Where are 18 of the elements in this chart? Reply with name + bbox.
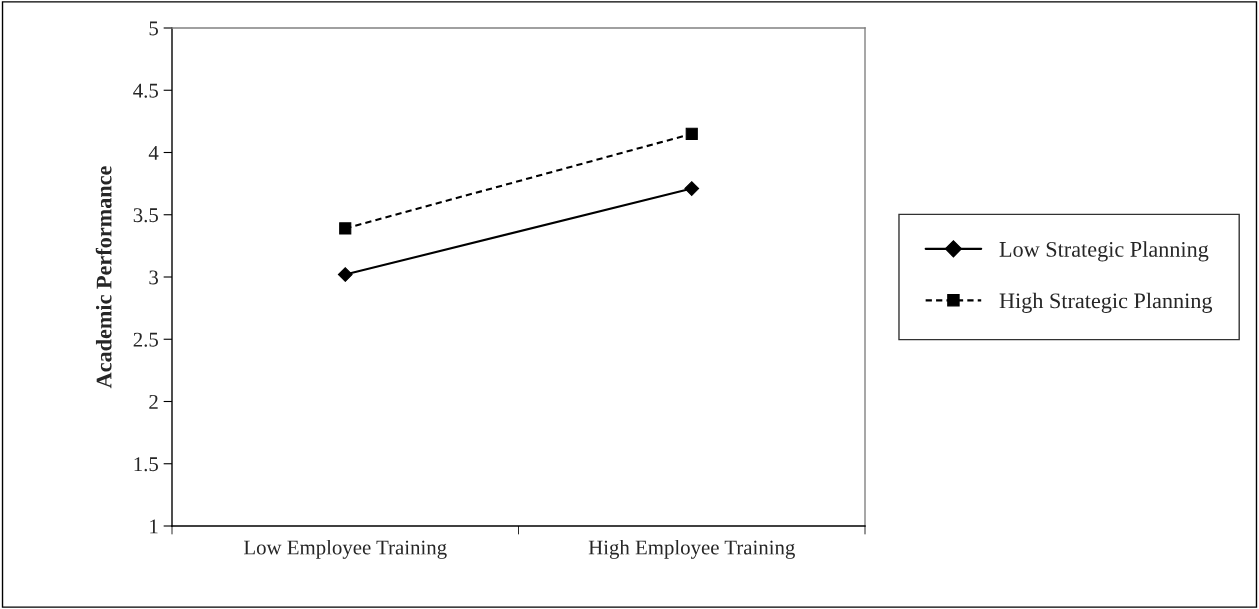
y-tick-label: 1.5 [134, 457, 158, 472]
y-tick-label: 2 [149, 394, 158, 409]
point [684, 181, 700, 196]
y-tick-label: 3.5 [133, 208, 158, 223]
point [339, 222, 352, 235]
y-tick-label: 4.5 [133, 83, 158, 98]
x-tick-label: High Employee Training [588, 539, 795, 559]
legend-label: Low Strategic Planning [999, 241, 1209, 262]
legend-label: High Strategic Planning [999, 292, 1213, 313]
y-tick-label: 3 [149, 270, 158, 285]
point [337, 267, 353, 282]
x-tick-label: Low Employee Training [244, 539, 447, 559]
y-tick-label: 2.5 [133, 332, 158, 347]
y-tick-label: 1 [150, 519, 158, 534]
y-tick-label: 4 [148, 146, 159, 160]
point [685, 127, 698, 140]
y-axis-title: Academic Performance [95, 166, 112, 389]
y-tick-label: 5 [149, 21, 158, 36]
